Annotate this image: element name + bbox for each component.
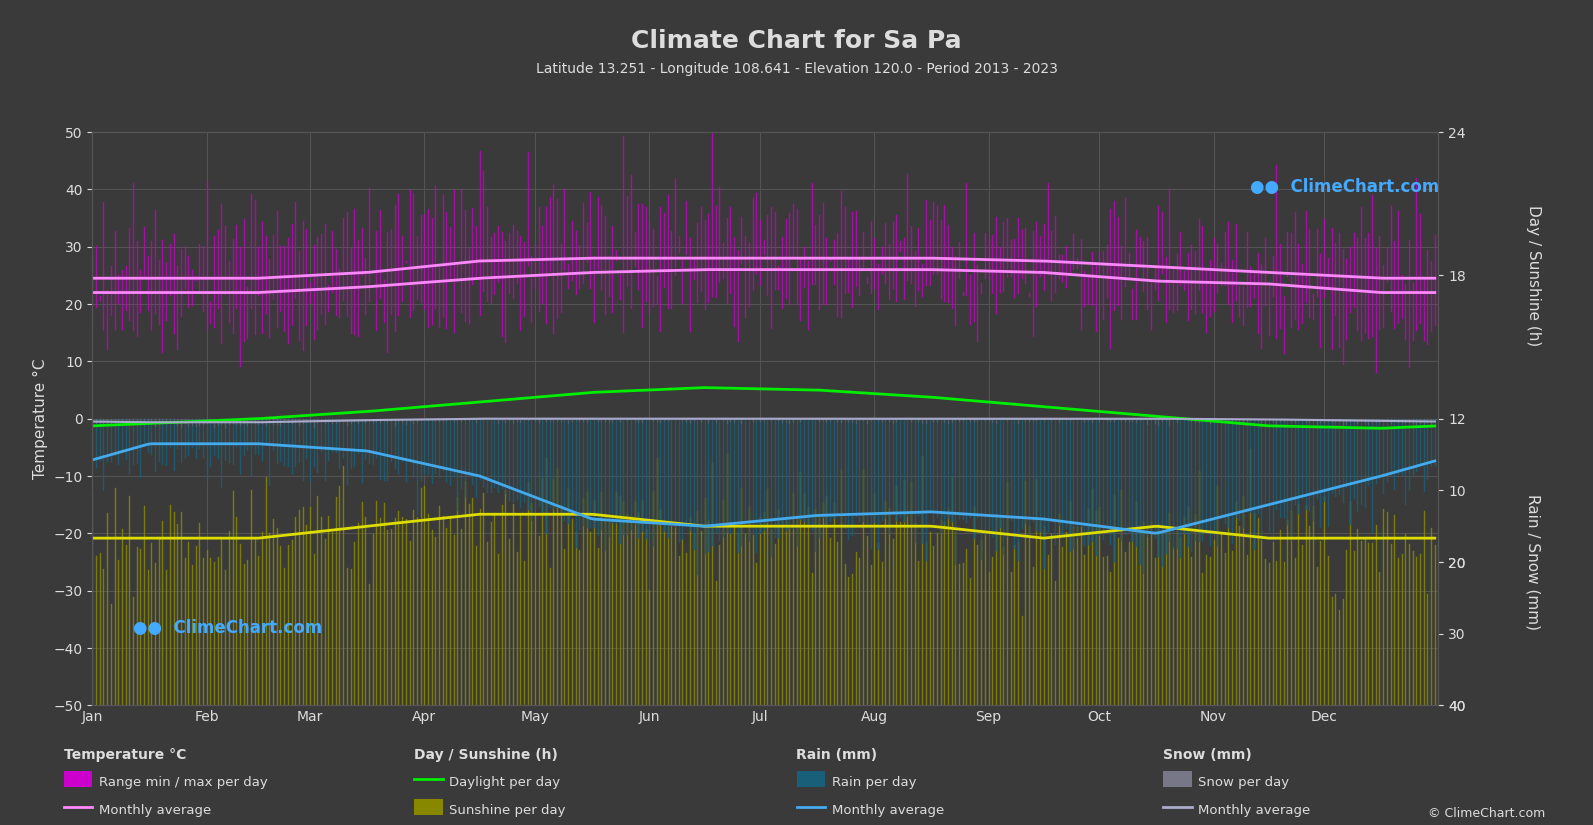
Text: © ClimeChart.com: © ClimeChart.com — [1427, 807, 1545, 820]
Text: Sunshine per day: Sunshine per day — [449, 804, 566, 818]
Text: ●●  ClimeChart.com: ●● ClimeChart.com — [132, 620, 322, 638]
Text: Monthly average: Monthly average — [832, 804, 943, 818]
Text: Rain (mm): Rain (mm) — [796, 748, 878, 762]
Text: ●●  ClimeChart.com: ●● ClimeChart.com — [1251, 178, 1440, 196]
Text: Monthly average: Monthly average — [1198, 804, 1309, 818]
Text: Range min / max per day: Range min / max per day — [99, 776, 268, 790]
Text: Latitude 13.251 - Longitude 108.641 - Elevation 120.0 - Period 2013 - 2023: Latitude 13.251 - Longitude 108.641 - El… — [535, 62, 1058, 76]
Y-axis label: Temperature °C: Temperature °C — [33, 358, 48, 479]
Text: Rain / Snow (mm): Rain / Snow (mm) — [1526, 494, 1540, 630]
Text: Climate Chart for Sa Pa: Climate Chart for Sa Pa — [631, 29, 962, 53]
Text: Day / Sunshine (h): Day / Sunshine (h) — [1526, 205, 1540, 346]
Text: Temperature °C: Temperature °C — [64, 748, 186, 762]
Text: Daylight per day: Daylight per day — [449, 776, 561, 790]
Text: Snow per day: Snow per day — [1198, 776, 1289, 790]
Text: Day / Sunshine (h): Day / Sunshine (h) — [414, 748, 558, 762]
Text: Rain per day: Rain per day — [832, 776, 916, 790]
Text: Snow (mm): Snow (mm) — [1163, 748, 1252, 762]
Text: Monthly average: Monthly average — [99, 804, 210, 818]
